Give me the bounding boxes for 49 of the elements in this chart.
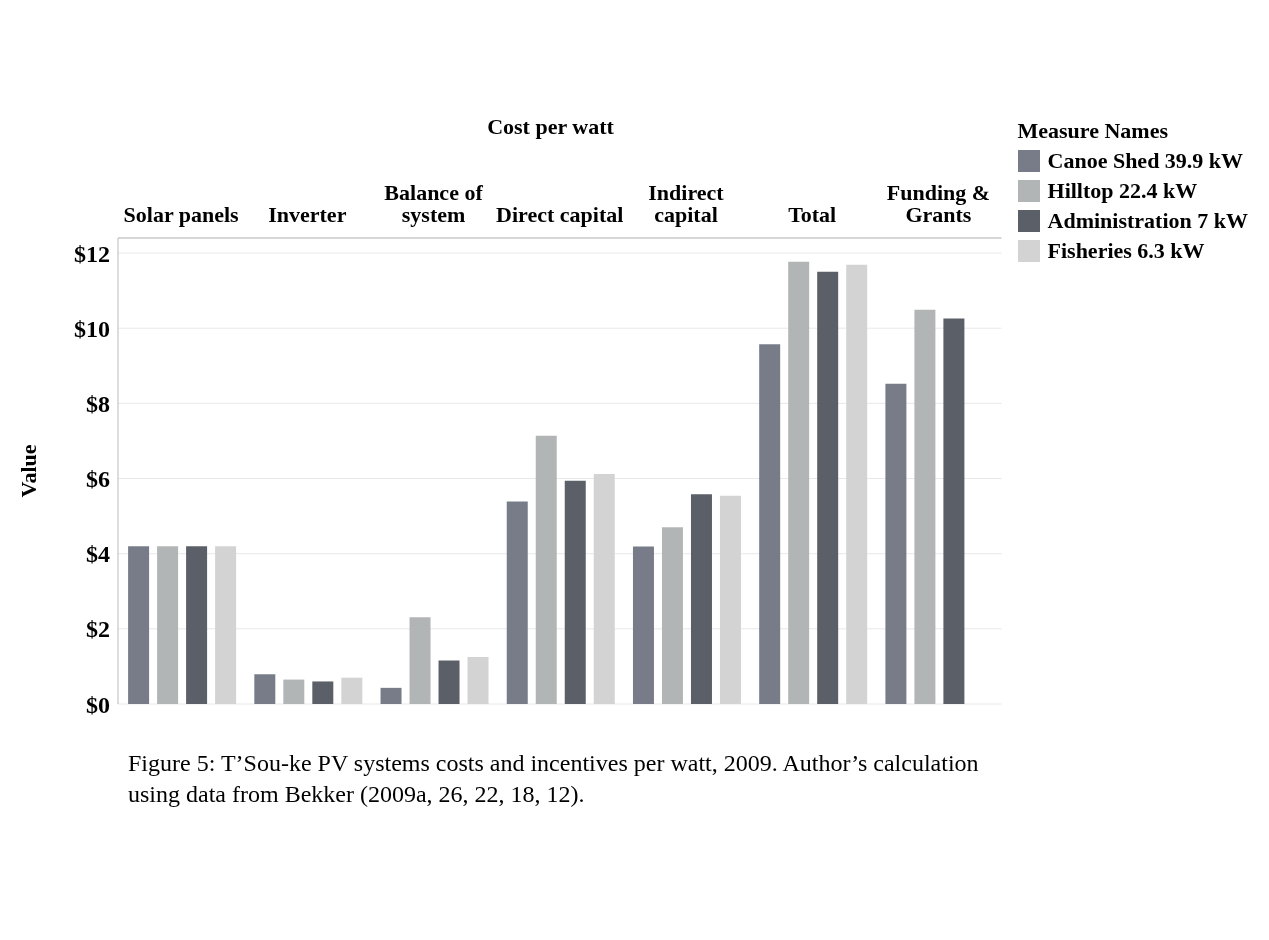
bar bbox=[157, 546, 179, 704]
bar bbox=[186, 546, 208, 704]
bar bbox=[914, 309, 936, 704]
legend-label: Fisheries 6.3 kW bbox=[1046, 238, 1206, 264]
bar bbox=[943, 318, 965, 704]
bar bbox=[438, 660, 460, 704]
legend-label: Hilltop 22.4 kW bbox=[1046, 178, 1199, 204]
y-tick-label: $0 bbox=[86, 691, 110, 718]
y-tick-label: $2 bbox=[86, 616, 110, 643]
bar bbox=[759, 344, 781, 704]
x-axis-title: Cost per watt bbox=[486, 114, 615, 140]
bar bbox=[283, 679, 305, 704]
bar bbox=[661, 527, 683, 704]
x-tick-label: Inverter bbox=[268, 202, 347, 227]
legend-title: Measure Names bbox=[1017, 118, 1169, 144]
caption: Figure 5: T’Sou-ke PV systems costs and incentives per watt, 2009. Author’s calculation using data from Bekker (2009a, 26, 22, 18, 12). bbox=[128, 749, 980, 810]
bar bbox=[312, 681, 334, 704]
x-tick-label: Solar panels bbox=[123, 202, 240, 227]
bar bbox=[593, 474, 615, 704]
bar bbox=[535, 435, 557, 704]
y-tick-label: $6 bbox=[86, 466, 110, 493]
x-tick-label: Total bbox=[788, 202, 837, 227]
bar bbox=[409, 617, 431, 704]
bar bbox=[632, 546, 654, 704]
bar bbox=[846, 264, 868, 704]
bar bbox=[341, 677, 363, 704]
bar bbox=[817, 271, 839, 704]
x-tick-label: Indirect capital bbox=[648, 180, 725, 227]
x-tick-label: Direct capital bbox=[496, 202, 624, 227]
bar bbox=[719, 495, 741, 704]
bar bbox=[215, 546, 237, 704]
y-tick-label: $4 bbox=[86, 541, 110, 568]
bar bbox=[788, 261, 810, 704]
x-tick-label: Balance of system bbox=[384, 180, 484, 227]
bar bbox=[564, 480, 586, 704]
legend-label: Canoe Shed 39.9 kW bbox=[1046, 148, 1245, 174]
legend-label: Administration 7 kW bbox=[1046, 208, 1248, 234]
bar bbox=[690, 494, 712, 704]
y-tick-label: $8 bbox=[86, 390, 110, 417]
bar bbox=[254, 674, 276, 704]
bar bbox=[467, 657, 489, 704]
bar bbox=[885, 383, 907, 704]
bar bbox=[128, 546, 150, 704]
y-tick-label: $12 bbox=[74, 240, 110, 267]
y-tick-label: $10 bbox=[74, 315, 110, 342]
bar bbox=[380, 687, 402, 704]
y-axis-title: Value bbox=[15, 444, 41, 498]
bar bbox=[506, 501, 528, 704]
x-tick-label: Funding & Grants bbox=[886, 180, 991, 227]
